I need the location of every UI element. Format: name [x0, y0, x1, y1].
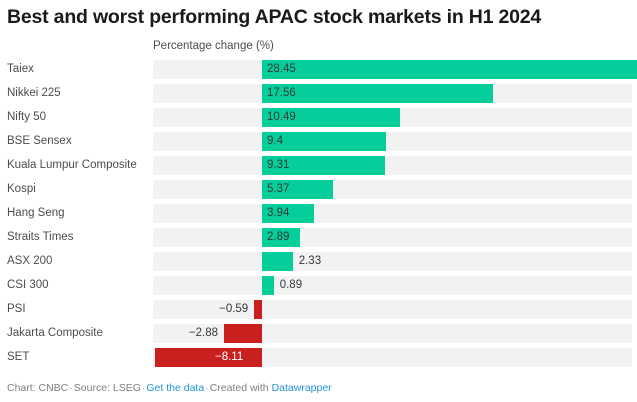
bar-track: 3.94	[153, 203, 632, 223]
bar-negative[interactable]	[155, 347, 262, 367]
bar-track: −2.88	[153, 323, 632, 343]
bar-value-label: 10.49	[267, 110, 296, 123]
bar-track: 28.45	[153, 59, 637, 79]
footer-separator-1: ·	[69, 382, 73, 395]
bar-track: 2.89	[153, 227, 632, 247]
bar-value-label: −0.59	[219, 302, 249, 315]
bar-positive[interactable]	[262, 179, 333, 199]
category-label: Nifty 50	[7, 110, 46, 123]
bar-row: BSE Sensex 9.4	[6, 131, 632, 156]
bar-track: −8.11	[153, 347, 632, 367]
x-axis-caption: Percentage change (%)	[153, 39, 274, 52]
bar-positive[interactable]	[262, 275, 274, 295]
bar-negative[interactable]	[224, 323, 262, 343]
bar-track: 0.89	[153, 275, 632, 295]
category-label: PSI	[7, 302, 26, 315]
bar-rows: Taiex 28.45 Nikkei 225 17.56 Nifty 50 10.49 BS…	[6, 59, 637, 372]
category-label: ASX 200	[7, 254, 53, 267]
bar-row: Hang Seng 3.94	[6, 203, 632, 228]
axis-caption-row: Percentage change (%)	[6, 38, 632, 59]
bar-row: Nifty 50 10.49	[6, 107, 632, 132]
bar-track: 9.4	[153, 131, 632, 151]
bar-value-label: −8.11	[215, 350, 244, 363]
category-label: Hang Seng	[7, 206, 65, 219]
bar-row: Kospi 5.37	[6, 179, 632, 204]
bar-positive[interactable]	[262, 251, 293, 271]
bar-track: 5.37	[153, 179, 632, 199]
page-title: Best and worst performing APAC stock mar…	[7, 6, 542, 28]
bar-row: Nikkei 225 17.56	[6, 83, 632, 108]
bar-value-label: −2.88	[188, 326, 219, 339]
bar-value-label: 2.89	[267, 230, 290, 243]
bar-track: 2.33	[153, 251, 632, 271]
bar-row: SET −8.11	[6, 347, 632, 372]
bar-row: Taiex 28.45	[6, 59, 637, 84]
category-label: Straits Times	[7, 230, 74, 243]
bar-row: ASX 200 2.33	[6, 251, 632, 276]
bar-positive[interactable]	[262, 83, 494, 103]
bar-value-label: 17.56	[267, 86, 296, 99]
bar-track: −0.59	[153, 299, 632, 319]
bar-negative[interactable]	[254, 299, 262, 319]
bar-track: 17.56	[153, 83, 632, 103]
bar-row: Kuala Lumpur Composite 9.31	[6, 155, 632, 180]
footer-created-with: Created with	[209, 382, 269, 395]
category-label: SET	[7, 350, 30, 363]
footer-source: Source: LSEG	[73, 382, 141, 395]
bar-row: Straits Times 2.89	[6, 227, 632, 252]
category-label: CSI 300	[7, 278, 49, 291]
bar-value-label: 2.33	[298, 254, 322, 267]
chart-footer: Chart: CNBC·Source: LSEG·Get the data·Cr…	[7, 382, 332, 395]
category-label: Kospi	[7, 182, 36, 195]
bar-value-label: 28.45	[267, 62, 296, 75]
bar-value-label: 5.37	[267, 182, 290, 195]
bar-value-label: 3.94	[267, 206, 290, 219]
category-label: Nikkei 225	[7, 86, 61, 99]
bar-value-label: 0.89	[279, 278, 303, 291]
bar-row: PSI −0.59	[6, 299, 632, 324]
footer-separator-3: ·	[205, 382, 209, 395]
bar-positive[interactable]	[262, 59, 637, 79]
footer-separator-2: ·	[141, 382, 146, 395]
bar-track: 9.31	[153, 155, 632, 175]
bar-value-label: 9.31	[267, 158, 290, 171]
get-the-data-link[interactable]: Get the data	[146, 382, 205, 395]
category-label: Jakarta Composite	[7, 326, 103, 339]
footer-chart-credit: Chart: CNBC	[7, 382, 69, 395]
bar-positive[interactable]	[262, 107, 401, 127]
datawrapper-link[interactable]: Datawrapper	[271, 382, 332, 395]
category-label: BSE Sensex	[7, 134, 72, 147]
bar-positive[interactable]	[262, 131, 386, 151]
bar-positive[interactable]	[262, 227, 301, 247]
bar-positive[interactable]	[262, 203, 314, 223]
category-label: Kuala Lumpur Composite	[7, 158, 137, 171]
category-label: Taiex	[7, 62, 34, 75]
bar-positive[interactable]	[262, 155, 385, 175]
bar-value-label: 9.4	[267, 134, 283, 147]
bar-track: 10.49	[153, 107, 632, 127]
bar-row: CSI 300 0.89	[6, 275, 632, 300]
bar-row: Jakarta Composite −2.88	[6, 323, 632, 348]
